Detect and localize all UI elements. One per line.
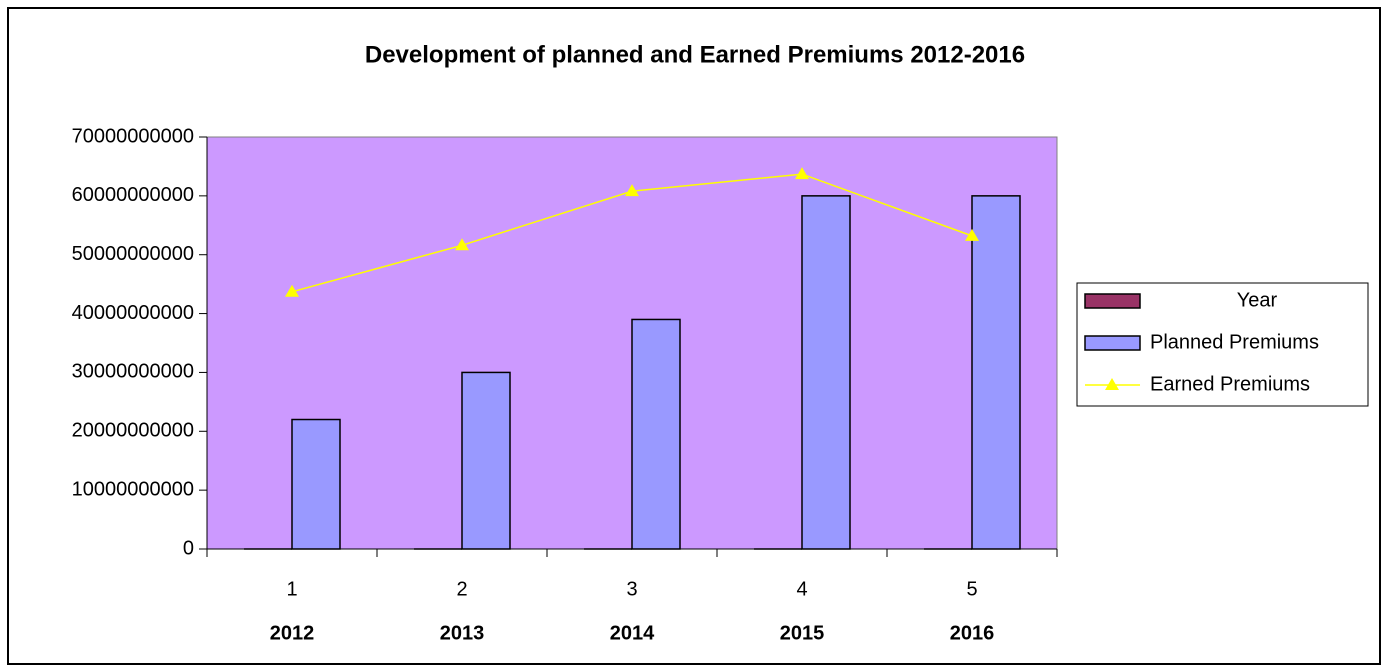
- legend-label: Earned Premiums: [1150, 373, 1310, 395]
- legend-label: Planned Premiums: [1150, 331, 1319, 353]
- y-tick-label: 50000000000: [72, 243, 194, 265]
- x-tick-label: 3: [626, 578, 637, 600]
- line-marker: [455, 238, 469, 251]
- legend-swatch: [1084, 293, 1141, 309]
- x-tick-label: 1: [286, 578, 297, 600]
- legend-swatch: [1084, 335, 1141, 351]
- bar: [291, 418, 341, 550]
- y-tick-label: 30000000000: [72, 361, 194, 383]
- y-tick-label: 0: [183, 537, 194, 559]
- y-tick-label: 10000000000: [72, 478, 194, 500]
- line-marker: [285, 284, 299, 297]
- x-group-label: 2014: [610, 622, 655, 644]
- x-tick-label: 5: [966, 578, 977, 600]
- bar: [461, 371, 511, 550]
- y-tick-label: 40000000000: [72, 302, 194, 324]
- y-tick-label: 70000000000: [72, 125, 194, 147]
- legend-label: Year: [1237, 289, 1278, 311]
- bar: [801, 195, 851, 550]
- legend-swatch: [1105, 378, 1119, 390]
- bar: [971, 195, 1021, 550]
- bar: [631, 318, 681, 550]
- line-marker: [625, 184, 639, 197]
- y-tick-label: 60000000000: [72, 184, 194, 206]
- line-marker: [795, 167, 809, 180]
- x-group-label: 2013: [440, 622, 485, 644]
- x-group-label: 2012: [270, 622, 315, 644]
- line-marker: [965, 228, 979, 241]
- x-group-label: 2016: [950, 622, 995, 644]
- x-tick-label: 4: [796, 578, 807, 600]
- y-tick-label: 20000000000: [72, 420, 194, 442]
- chart-title: Development of planned and Earned Premiu…: [365, 41, 1025, 68]
- x-group-label: 2015: [780, 622, 825, 644]
- x-tick-label: 2: [456, 578, 467, 600]
